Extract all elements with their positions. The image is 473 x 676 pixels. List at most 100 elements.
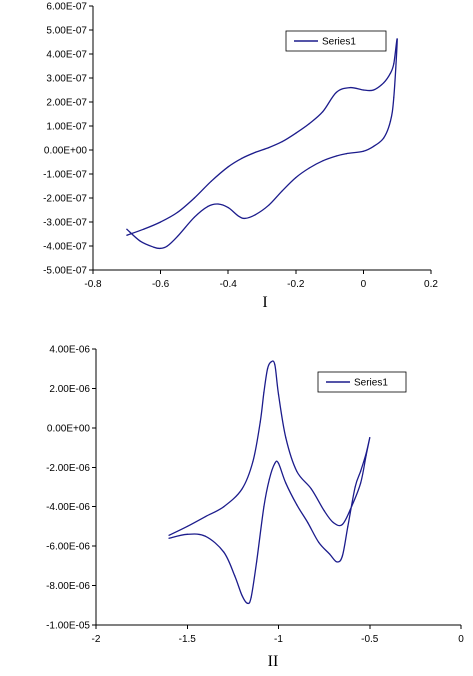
- y-tick-label: -2.00E-07: [43, 194, 87, 205]
- x-tick-label: -0.8: [84, 279, 102, 290]
- data-point: [277, 393, 280, 395]
- chart-ii: 4.00E-06 2.00E-06 0.00E+00 -2.00E-06 -4.00E-…: [46, 345, 464, 671]
- x-tick-label: 0: [458, 634, 464, 645]
- data-point: [256, 561, 258, 563]
- data-point: [250, 596, 252, 599]
- data-point: [126, 228, 128, 230]
- data-point: [347, 525, 349, 528]
- data-point: [223, 506, 225, 508]
- data-point: [322, 160, 324, 162]
- data-point: [241, 157, 243, 159]
- data-point: [308, 167, 310, 169]
- data-point: [160, 221, 162, 223]
- y-tick-label: -6.00E-06: [46, 542, 90, 553]
- data-point: [310, 488, 312, 490]
- series-line: [126, 38, 398, 250]
- data-point: [270, 361, 272, 363]
- data-point: [389, 72, 392, 74]
- data-point: [139, 240, 141, 242]
- y-tick-label: -5.00E-07: [43, 266, 87, 277]
- data-point: [160, 247, 162, 249]
- data-point: [168, 537, 170, 539]
- data-point: [335, 91, 337, 93]
- y-tick-label: 4.00E-06: [49, 345, 90, 356]
- data-point: [126, 234, 128, 236]
- data-point: [365, 452, 367, 455]
- data-point: [241, 594, 243, 597]
- legend-label: Series1: [354, 378, 388, 389]
- data-point: [285, 482, 287, 484]
- y-tick-label: -4.00E-07: [43, 242, 87, 253]
- y-tick-label: 1.00E-07: [46, 122, 87, 133]
- data-point: [369, 437, 371, 439]
- data-point: [277, 462, 280, 464]
- data-point: [383, 137, 385, 139]
- data-point: [266, 368, 269, 370]
- data-point: [362, 150, 364, 152]
- data-point: [274, 364, 276, 366]
- data-point: [252, 460, 254, 462]
- data-point: [263, 391, 265, 393]
- data-point: [186, 533, 188, 535]
- data-point: [393, 63, 395, 65]
- y-tick-label: -2.00E-06: [46, 463, 90, 474]
- data-point: [176, 211, 179, 213]
- data-point: [365, 454, 367, 457]
- x-tick-label: -0.6: [152, 279, 170, 290]
- data-point: [345, 153, 348, 155]
- data-point: [341, 555, 343, 557]
- data-point: [193, 216, 195, 218]
- y-tick-label: -4.00E-06: [46, 502, 90, 513]
- data-point: [350, 506, 353, 508]
- data-point: [285, 437, 287, 439]
- x-tick-label: -0.4: [220, 279, 238, 290]
- figure-caption: I: [262, 294, 267, 311]
- data-point: [176, 235, 179, 237]
- data-point: [336, 561, 338, 563]
- data-point: [217, 203, 219, 205]
- data-point: [389, 120, 392, 122]
- data-point: [323, 510, 325, 512]
- y-tick-label: 6.00E-07: [46, 2, 87, 13]
- data-point: [308, 123, 310, 125]
- data-point: [295, 177, 297, 179]
- data-point: [227, 166, 229, 168]
- data-point: [268, 478, 270, 480]
- data-point: [210, 180, 212, 182]
- x-tick-label: -2: [92, 634, 101, 645]
- data-point: [393, 96, 395, 98]
- data-point: [244, 217, 246, 219]
- data-point: [360, 470, 362, 472]
- data-point: [153, 246, 155, 248]
- x-tick-label: -1.5: [179, 634, 197, 645]
- x-tick-label: -1: [274, 634, 283, 645]
- data-point: [349, 87, 351, 89]
- data-point: [241, 488, 243, 490]
- y-tick-label: -1.00E-07: [43, 170, 87, 181]
- x-tick-label: 0.2: [424, 279, 438, 290]
- data-point: [341, 523, 343, 526]
- y-tick-label: 2.00E-06: [49, 384, 90, 395]
- data-point: [207, 205, 209, 207]
- data-point: [322, 111, 324, 113]
- data-point: [360, 482, 362, 484]
- series-line: [168, 360, 371, 605]
- legend-box: [285, 30, 387, 52]
- data-point: [307, 521, 309, 524]
- legend-box: [317, 371, 407, 393]
- data-point: [281, 141, 283, 143]
- data-point: [354, 486, 356, 488]
- data-point: [204, 535, 207, 537]
- data-point: [335, 155, 337, 157]
- y-tick-label: 3.00E-07: [46, 74, 87, 85]
- data-point: [281, 190, 283, 192]
- data-point: [362, 89, 364, 91]
- legend-label: Series1: [322, 37, 356, 48]
- data-point: [295, 132, 297, 134]
- x-tick-label: -0.2: [287, 279, 305, 290]
- data-point: [268, 147, 270, 149]
- data-point: [254, 151, 256, 153]
- y-tick-label: 0.00E+00: [47, 423, 91, 434]
